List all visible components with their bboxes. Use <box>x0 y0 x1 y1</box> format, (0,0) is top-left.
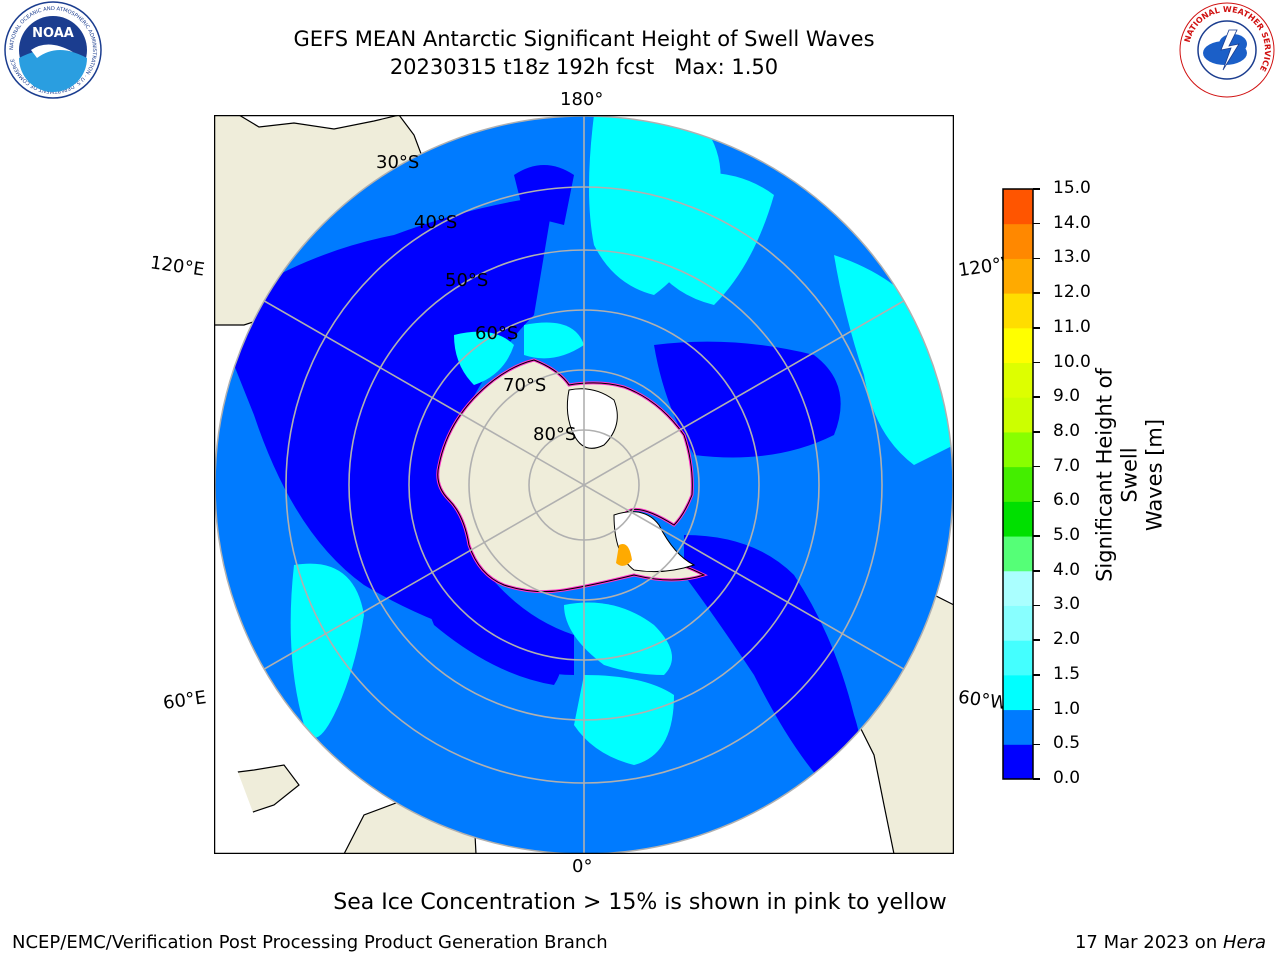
colorbar-title: Significant Height of Swell Waves [m] <box>1093 345 1168 605</box>
colorbar-segment <box>1003 258 1033 294</box>
colorbar-tick-mark <box>1033 500 1040 503</box>
colorbar-tick-mark <box>1033 743 1040 746</box>
noaa-logo: NATIONAL OCEANIC AND ATMOSPHERIC ADMINIS… <box>4 1 102 99</box>
credit-right: 17 Mar 2023 on Hera <box>1075 932 1266 953</box>
credit-date: 17 Mar 2023 on <box>1074 932 1223 953</box>
colorbar-tick-mark <box>1033 778 1040 780</box>
colorbar-tick-label: 1.0 <box>1053 698 1081 719</box>
colorbar-tick-mark <box>1033 465 1040 468</box>
colorbar-segment <box>1003 293 1033 329</box>
lat-label-60s: 60°S <box>475 323 519 344</box>
colorbar-tick-mark <box>1033 604 1040 607</box>
colorbar-tick-label: 0.5 <box>1053 733 1081 754</box>
colorbar-segment <box>1003 431 1033 468</box>
colorbar-title-line1: Significant Height of Swell <box>1092 368 1142 582</box>
lon-label-0: 0° <box>572 856 593 877</box>
lat-label-30s: 30°S <box>376 152 420 173</box>
colorbar-tick-label: 11.0 <box>1053 316 1091 337</box>
colorbar-segment <box>1003 744 1033 780</box>
noaa-logo-text: NOAA <box>32 26 74 41</box>
colorbar-tick-label: 4.0 <box>1053 559 1081 580</box>
colorbar-tick-label: 10.0 <box>1053 351 1091 372</box>
colorbar-tick-mark <box>1033 222 1040 225</box>
colorbar-segment <box>1003 466 1033 502</box>
colorbar-title-line2: Waves [m] <box>1142 418 1167 532</box>
ocean-low-region <box>215 195 574 675</box>
chart-title: GEFS MEAN Antarctic Significant Height o… <box>293 27 875 51</box>
colorbar-segment <box>1003 501 1033 537</box>
colorbar-tick-mark <box>1033 292 1040 294</box>
colorbar-segment <box>1003 709 1033 745</box>
lon-label-180: 180° <box>560 89 604 110</box>
map-frame <box>214 115 954 854</box>
lon-label-120e: 120°E <box>148 252 206 281</box>
colorbar-tick-mark <box>1033 570 1040 572</box>
lat-label-70s: 70°S <box>503 375 547 396</box>
chart-subtitle: 20230315 t18z 192h fcst Max: 1.50 <box>389 55 779 79</box>
credit-host: Hera <box>1222 932 1266 953</box>
colorbar-segment <box>1003 536 1033 572</box>
colorbar-tick-mark <box>1033 257 1040 260</box>
lat-label-80s: 80°S <box>533 424 577 445</box>
colorbar-tick-label: 1.5 <box>1053 663 1081 684</box>
colorbar-segment <box>1003 397 1033 433</box>
colorbar-segment <box>1003 327 1033 364</box>
colorbar-tick-mark <box>1033 396 1040 398</box>
colorbar-tick-label: 2.0 <box>1053 629 1081 650</box>
colorbar-segment <box>1003 189 1033 225</box>
colorbar-tick-label: 13.0 <box>1053 247 1091 268</box>
colorbar-tick-label: 12.0 <box>1053 282 1091 303</box>
colorbar-tick-mark <box>1033 327 1040 329</box>
lat-label-50s: 50°S <box>445 270 489 291</box>
credit-left: NCEP/EMC/Verification Post Processing Pr… <box>12 932 608 953</box>
colorbar-segment <box>1003 223 1033 259</box>
lon-label-60e: 60°E <box>161 687 208 714</box>
polar-map <box>214 115 954 854</box>
antarctica <box>436 358 708 594</box>
colorbar-tick-mark <box>1033 431 1040 433</box>
colorbar-segment <box>1003 640 1033 676</box>
sea-ice-note: Sea Ice Concentration > 15% is shown in … <box>333 890 947 915</box>
nws-logo: NATIONAL WEATHER SERVICE <box>1179 2 1275 98</box>
colorbar-segment <box>1003 570 1033 606</box>
colorbar-tick-label: 5.0 <box>1053 525 1081 546</box>
graticule <box>215 116 953 854</box>
lat-label-40s: 40°S <box>414 212 458 233</box>
colorbar-tick-label: 6.0 <box>1053 490 1081 511</box>
colorbar-tick-label: 15.0 <box>1053 178 1091 198</box>
colorbar-tick-mark <box>1033 639 1040 641</box>
colorbar-tick-mark <box>1033 188 1040 190</box>
colorbar-tick-label: 7.0 <box>1053 455 1081 476</box>
colorbar-tick-label: 3.0 <box>1053 594 1081 615</box>
colorbar-tick-label: 9.0 <box>1053 386 1081 407</box>
colorbar <box>1002 188 1034 780</box>
colorbar-tick-label: 0.0 <box>1053 768 1081 788</box>
colorbar-tick-mark <box>1033 674 1040 676</box>
colorbar-segment <box>1003 605 1033 641</box>
colorbar-tick-mark <box>1033 535 1040 537</box>
colorbar-tick-label: 14.0 <box>1053 212 1091 233</box>
colorbar-tick-label: 8.0 <box>1053 420 1081 441</box>
colorbar-segment <box>1003 362 1033 398</box>
colorbar-tick-mark <box>1033 708 1040 711</box>
colorbar-tick-mark <box>1033 361 1040 364</box>
colorbar-segment <box>1003 674 1033 711</box>
